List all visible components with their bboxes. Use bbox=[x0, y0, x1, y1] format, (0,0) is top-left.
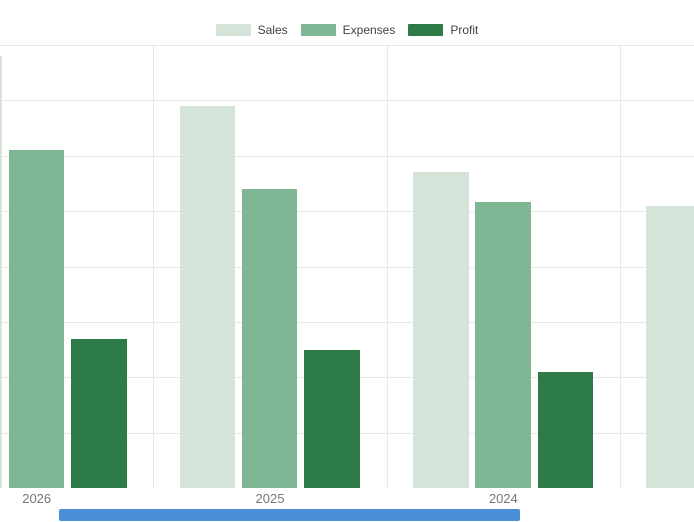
vertical-gridline bbox=[387, 45, 388, 488]
vertical-gridline bbox=[620, 45, 621, 488]
bar-2026-sales[interactable] bbox=[0, 56, 2, 488]
legend-label-profit: Profit bbox=[450, 23, 479, 37]
legend-label-sales: Sales bbox=[257, 23, 288, 37]
bar-2025-profit[interactable] bbox=[304, 349, 360, 488]
horizontal-gridline bbox=[0, 211, 694, 212]
bar-2025-sales[interactable] bbox=[179, 105, 236, 488]
legend-swatch-expenses bbox=[300, 24, 336, 36]
bar-partial-group-sales[interactable] bbox=[646, 205, 694, 488]
legend-item-sales[interactable]: Sales bbox=[215, 23, 288, 37]
horizontal-gridline bbox=[0, 322, 694, 323]
legend-item-profit[interactable]: Profit bbox=[408, 23, 478, 37]
legend-swatch-profit bbox=[408, 24, 444, 36]
vertical-gridline bbox=[153, 45, 154, 488]
bar-2025-expenses[interactable] bbox=[241, 189, 298, 488]
horizontal-gridline bbox=[0, 156, 694, 157]
bar-2024-sales[interactable] bbox=[413, 172, 469, 488]
x-axis-label-2024: 2024 bbox=[488, 491, 518, 506]
bar-2026-profit[interactable] bbox=[71, 338, 127, 488]
horizontal-gridline bbox=[0, 45, 694, 46]
chart-legend: Sales Expenses Profit bbox=[0, 22, 694, 38]
legend-item-expenses[interactable]: Expenses bbox=[300, 23, 396, 37]
bar-2026-expenses[interactable] bbox=[8, 150, 64, 488]
x-axis-labels: 2026 2025 2024 bbox=[0, 491, 694, 507]
plot-area[interactable] bbox=[0, 45, 694, 488]
horizontal-gridline bbox=[0, 100, 694, 101]
bar-2024-profit[interactable] bbox=[537, 371, 594, 488]
x-axis-label-2025: 2025 bbox=[255, 491, 285, 506]
legend-label-expenses: Expenses bbox=[342, 23, 396, 37]
horizontal-gridline bbox=[0, 267, 694, 268]
bar-2024-expenses[interactable] bbox=[475, 202, 531, 488]
horizontal-scrollbar-thumb[interactable] bbox=[59, 509, 520, 521]
legend-swatch-sales bbox=[215, 24, 251, 36]
x-axis-label-2026: 2026 bbox=[22, 491, 52, 506]
